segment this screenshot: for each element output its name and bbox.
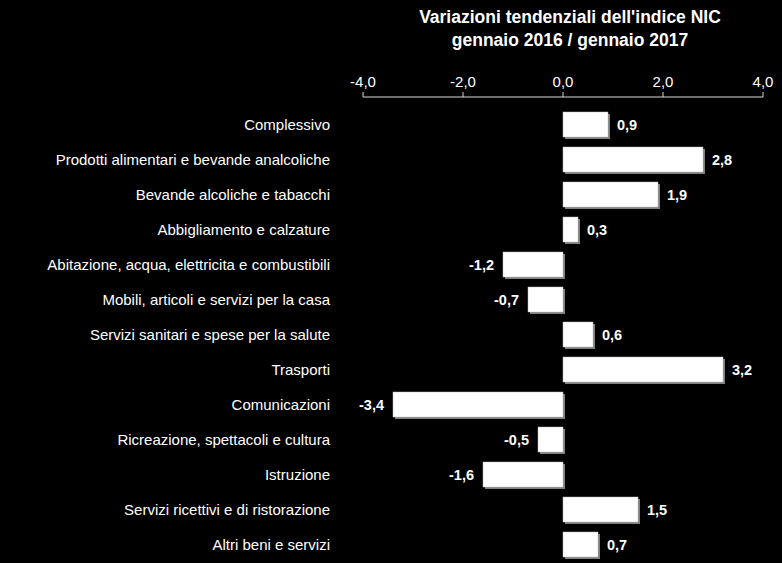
category-label: Abitazione, acqua, elettricita e combust… xyxy=(47,256,330,273)
title: Variazioni tendenziali dell'indice NIC xyxy=(419,7,721,27)
data-label: 1,9 xyxy=(667,187,687,203)
bar xyxy=(563,532,598,557)
bars xyxy=(393,112,725,559)
tick-mark xyxy=(763,92,764,97)
tick-mark xyxy=(363,92,364,97)
data-label: 0,7 xyxy=(607,537,627,553)
tick-label: -4,0 xyxy=(350,73,376,90)
category-label: Abbigliamento e calzature xyxy=(157,221,330,238)
category-label: Trasporti xyxy=(271,361,330,378)
data-label: 0,3 xyxy=(587,222,607,238)
bar xyxy=(538,427,563,452)
tick-label: 4,0 xyxy=(753,73,774,90)
category-label: Servizi sanitari e spese per la salute xyxy=(90,326,330,343)
data-label: -3,4 xyxy=(359,397,384,413)
category-label: Bevande alcoliche e tabacchi xyxy=(136,186,330,203)
data-label: -0,5 xyxy=(504,432,529,448)
bar xyxy=(563,357,723,382)
bar xyxy=(503,252,563,277)
bar xyxy=(563,322,593,347)
background xyxy=(0,0,782,563)
data-label: 0,9 xyxy=(617,117,637,133)
tick-mark xyxy=(663,92,664,97)
category-label: Altri beni e servizi xyxy=(212,536,330,553)
tick-label: 2,0 xyxy=(653,73,674,90)
data-label: 3,2 xyxy=(732,362,752,378)
category-label: Prodotti alimentari e bevande analcolich… xyxy=(56,151,330,168)
category-label: Complessivo xyxy=(244,116,330,133)
bar xyxy=(563,217,578,242)
tick-mark xyxy=(563,92,564,97)
page: {"chart_data": {"type": "bar", "orientat… xyxy=(0,0,782,563)
bar xyxy=(563,182,658,207)
bar xyxy=(393,392,563,417)
category-label: Comunicazioni xyxy=(232,396,330,413)
category-label: Ricreazione, spettacoli e cultura xyxy=(117,431,330,448)
data-label: -1,6 xyxy=(449,467,474,483)
data-label: 0,6 xyxy=(602,327,622,343)
bar xyxy=(563,112,608,137)
bar xyxy=(563,147,703,172)
tick-label: 0,0 xyxy=(553,73,574,90)
data-label: 1,5 xyxy=(647,502,667,518)
bar xyxy=(528,287,563,312)
category-label: Mobili, articoli e servizi per la casa xyxy=(102,291,330,308)
tick-mark xyxy=(463,92,464,97)
bar xyxy=(563,497,638,522)
category-label: Istruzione xyxy=(265,466,330,483)
subtitle: gennaio 2016 / gennaio 2017 xyxy=(452,30,688,50)
data-label: -1,2 xyxy=(469,257,494,273)
bar xyxy=(483,462,563,487)
data-label: -0,7 xyxy=(494,292,519,308)
chart: Variazioni tendenziali dell'indice NIC ge… xyxy=(0,0,782,563)
tick-label: -2,0 xyxy=(450,73,476,90)
data-label: 2,8 xyxy=(712,152,732,168)
category-label: Servizi ricettivi e di ristorazione xyxy=(124,501,330,518)
